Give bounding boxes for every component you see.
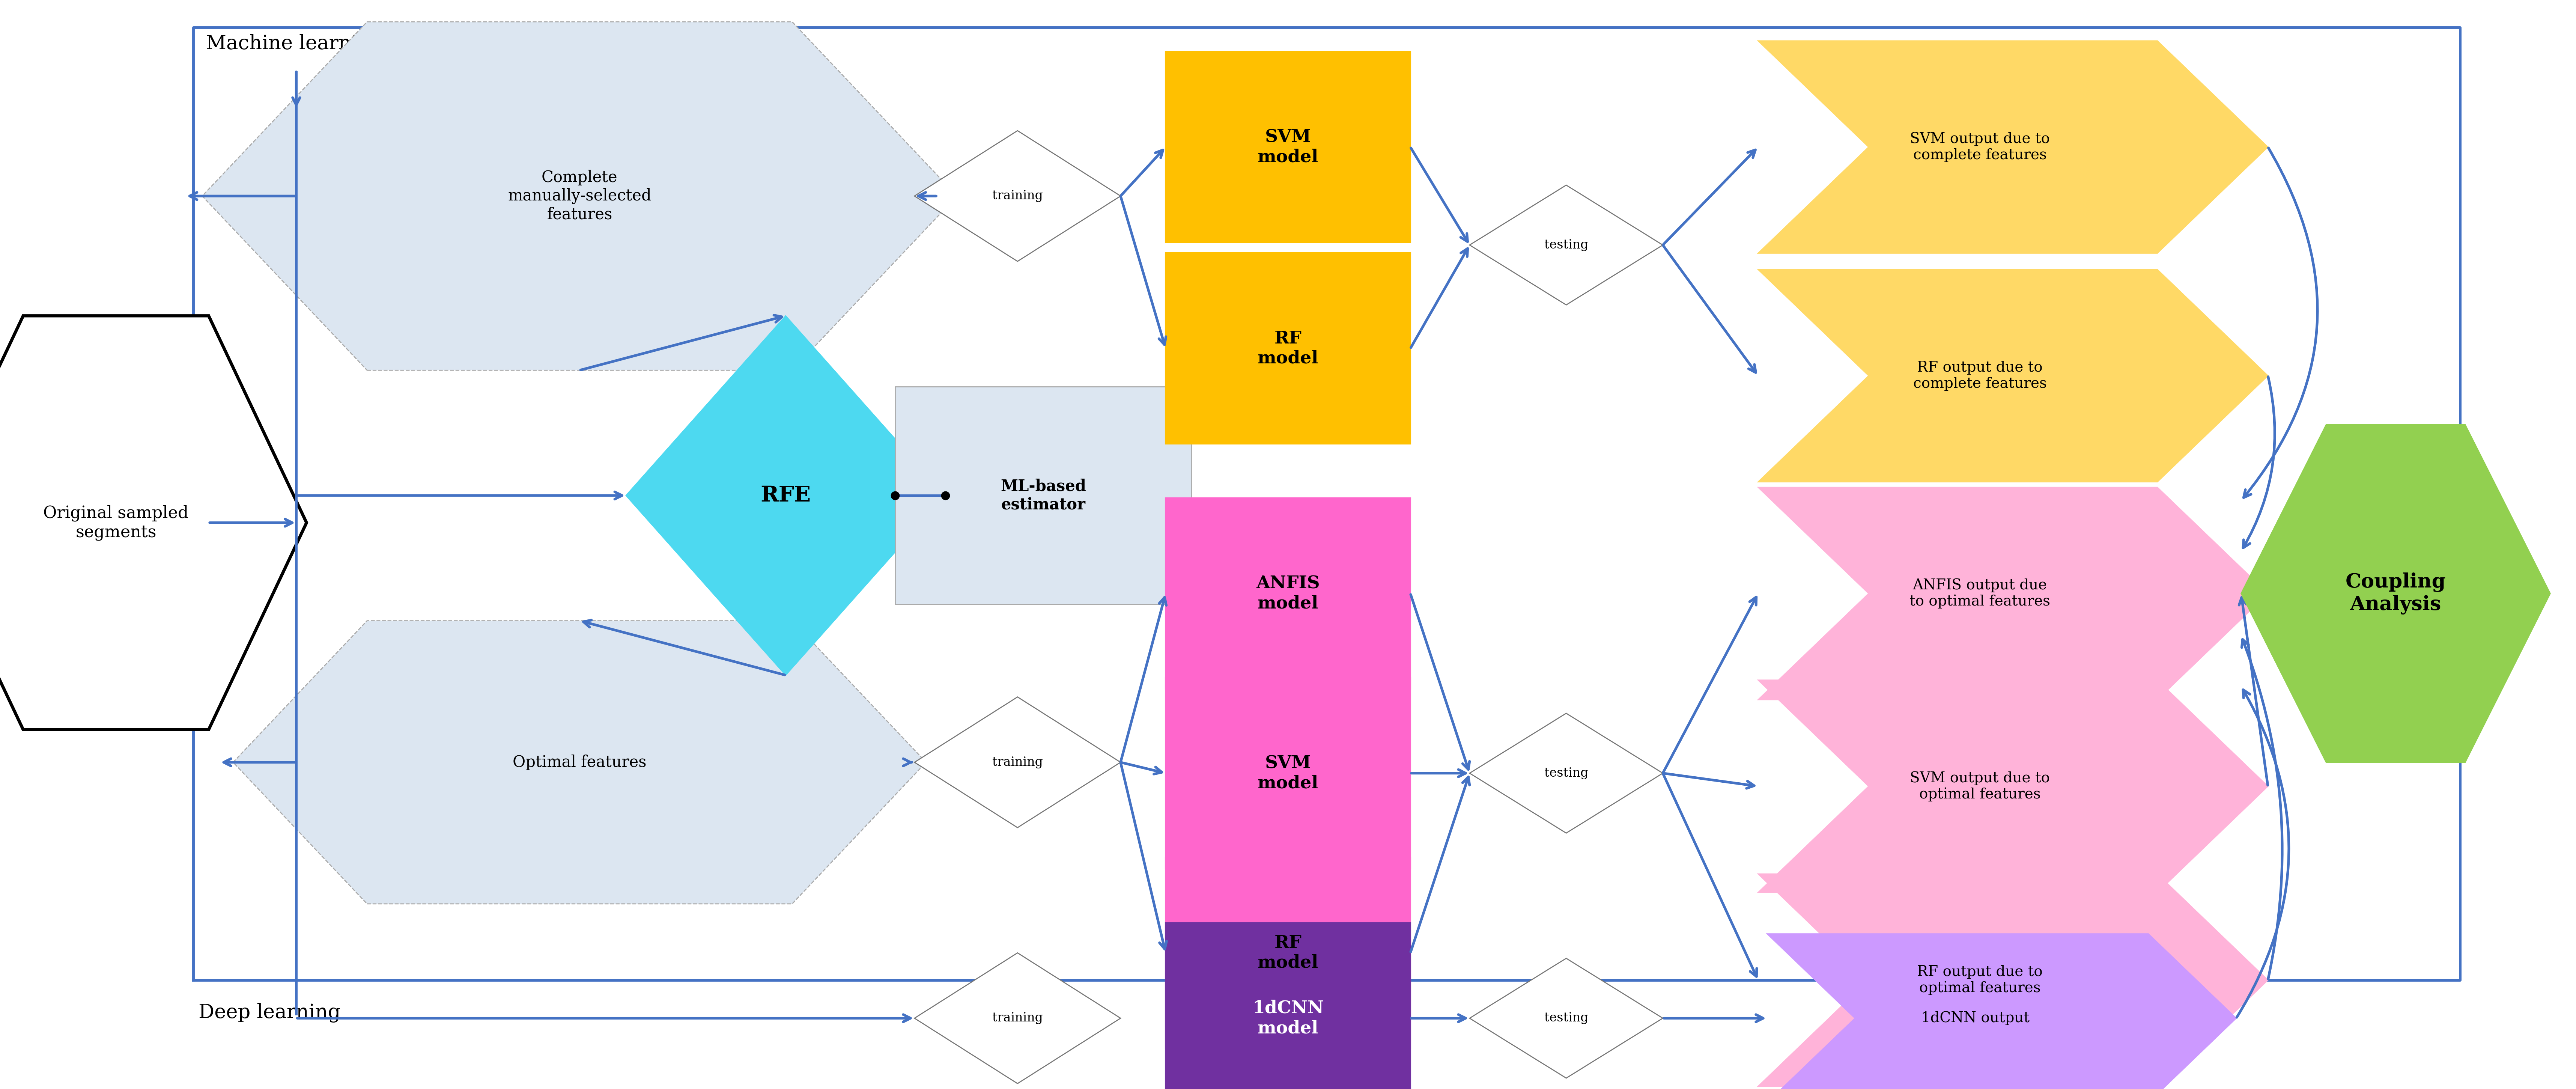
Polygon shape	[914, 131, 1121, 261]
Text: Coupling
Analysis: Coupling Analysis	[2347, 573, 2445, 614]
Text: Original sampled
segments: Original sampled segments	[44, 505, 188, 540]
Text: training: training	[992, 1012, 1043, 1025]
Text: 1dCNN output: 1dCNN output	[1922, 1012, 2030, 1025]
Text: testing: testing	[1543, 1012, 1589, 1025]
Text: RF output due to
optimal features: RF output due to optimal features	[1917, 965, 2043, 995]
Text: training: training	[992, 756, 1043, 769]
Text: ANFIS output due
to optimal features: ANFIS output due to optimal features	[1909, 578, 2050, 609]
Polygon shape	[2241, 425, 2550, 762]
Text: Machine learning: Machine learning	[206, 34, 384, 53]
Text: RF
model: RF model	[1257, 934, 1319, 971]
FancyBboxPatch shape	[1164, 923, 1412, 1089]
Polygon shape	[204, 22, 958, 370]
Text: training: training	[992, 189, 1043, 203]
Polygon shape	[1468, 958, 1664, 1078]
Text: Optimal features: Optimal features	[513, 755, 647, 770]
Text: SVM output due to
optimal features: SVM output due to optimal features	[1909, 771, 2050, 802]
Polygon shape	[0, 316, 307, 730]
Text: RFE: RFE	[760, 485, 811, 506]
FancyBboxPatch shape	[896, 387, 1193, 604]
Text: SVM
model: SVM model	[1257, 755, 1319, 792]
FancyBboxPatch shape	[1164, 499, 1412, 688]
Text: RF output due to
complete features: RF output due to complete features	[1914, 360, 2048, 391]
Polygon shape	[1468, 185, 1664, 305]
Polygon shape	[234, 621, 927, 904]
Polygon shape	[626, 316, 945, 675]
Polygon shape	[914, 697, 1121, 828]
FancyBboxPatch shape	[1164, 253, 1412, 444]
Text: ML-based
estimator: ML-based estimator	[999, 478, 1087, 513]
Polygon shape	[1468, 713, 1664, 833]
Polygon shape	[1757, 488, 2267, 699]
FancyBboxPatch shape	[1164, 677, 1412, 869]
Polygon shape	[1767, 933, 2236, 1089]
Text: RF
model: RF model	[1257, 330, 1319, 367]
Text: Complete
manually-selected
features: Complete manually-selected features	[507, 170, 652, 222]
Text: SVM output due to
complete features: SVM output due to complete features	[1909, 132, 2050, 162]
Text: ANFIS
model: ANFIS model	[1257, 575, 1319, 612]
Text: testing: testing	[1543, 238, 1589, 252]
Polygon shape	[1757, 40, 2267, 254]
Text: testing: testing	[1543, 767, 1589, 780]
Polygon shape	[1757, 873, 2267, 1087]
Text: Deep learning: Deep learning	[198, 1003, 340, 1023]
Polygon shape	[914, 953, 1121, 1084]
Text: SVM
model: SVM model	[1257, 129, 1319, 166]
Polygon shape	[1757, 680, 2267, 892]
Polygon shape	[1757, 269, 2267, 481]
FancyBboxPatch shape	[1164, 858, 1412, 1048]
FancyBboxPatch shape	[1164, 51, 1412, 243]
Text: 1dCNN
model: 1dCNN model	[1252, 1000, 1324, 1037]
